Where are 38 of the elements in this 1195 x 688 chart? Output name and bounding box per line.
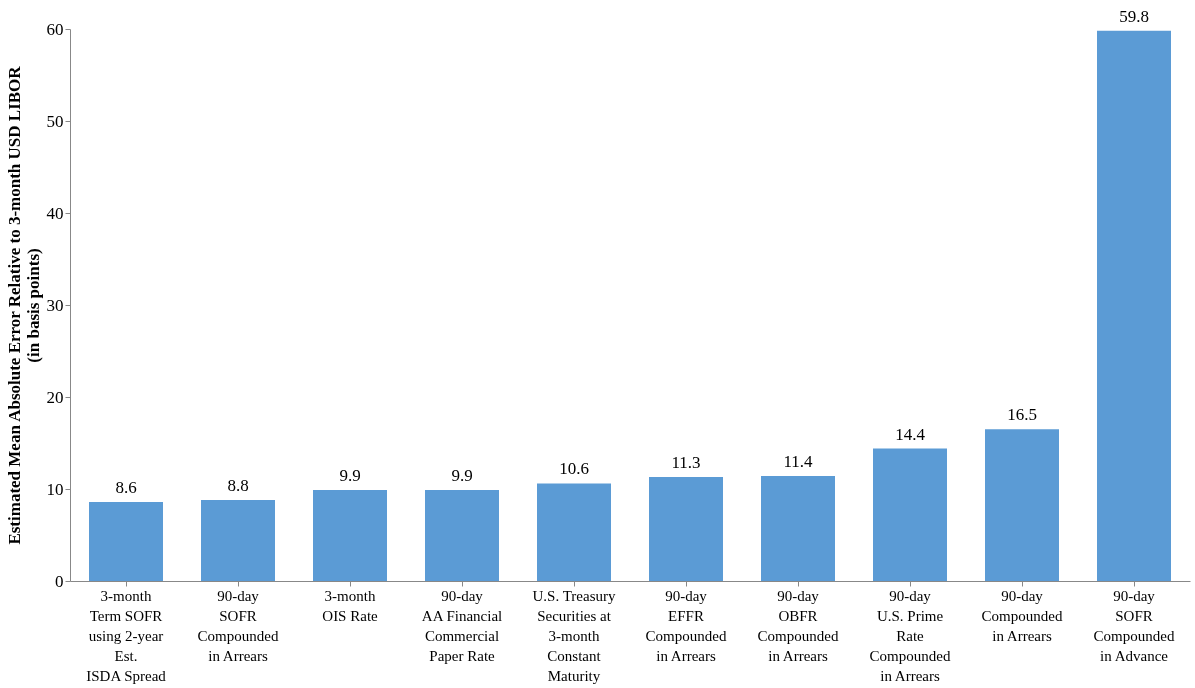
data-label: 8.6 [115, 477, 137, 497]
x-tick-label: 3-month OIS Rate [322, 587, 379, 624]
data-label: 11.4 [783, 452, 814, 472]
data-label: 11.3 [671, 453, 701, 473]
x-tick-label: 90-day SOFR Compounded in Arrears [197, 587, 279, 664]
data-label: 16.5 [1007, 405, 1037, 425]
bar [761, 476, 835, 581]
data-label: 10.6 [559, 459, 589, 479]
bar [537, 483, 611, 581]
x-tick-label: 90-day SOFR Compounded in Advance [1093, 587, 1175, 664]
y-axis-title: Estimated Mean Absolute Error Relative to 3-month USD LIBOR (in basis points) [4, 65, 43, 545]
y-tick-label: 50 [46, 111, 64, 131]
bar [873, 448, 947, 581]
bar [649, 477, 723, 581]
bar [89, 501, 163, 581]
data-label: 14.4 [895, 424, 926, 444]
x-tick-label: 90-day AA Financial Commercial Paper Rate [421, 587, 503, 664]
x-tick-label: 90-day EFFR Compounded in Arrears [645, 587, 727, 664]
data-label: 9.9 [451, 465, 473, 485]
bar [201, 500, 275, 581]
data-label: 9.9 [339, 465, 361, 485]
y-tick-label: 40 [46, 203, 64, 223]
y-tick-label: 60 [46, 19, 64, 39]
y-tick-label: 20 [46, 387, 64, 407]
x-tick-label: 3-month Term SOFR using 2-year Est. ISDA Spread [86, 587, 167, 684]
bar [425, 489, 499, 581]
bar [1097, 30, 1171, 581]
bar [985, 429, 1059, 581]
x-tick-label: 90-day OBFR Compounded in Arrears [757, 587, 839, 664]
y-tick-label: 0 [55, 571, 64, 591]
x-tick-label: U.S. Treasury Securities at 3-month Constant Maturity [532, 587, 616, 684]
data-label: 59.8 [1119, 6, 1149, 26]
y-tick-label: 30 [46, 295, 64, 315]
bar [313, 489, 387, 581]
x-tick-label: 90-day U.S. Prime Rate Compounded in Arrears [869, 587, 951, 684]
x-tick-label: 90-day Compounded in Arrears [981, 587, 1063, 644]
y-tick-label: 10 [46, 479, 64, 499]
data-label: 8.8 [227, 476, 249, 496]
